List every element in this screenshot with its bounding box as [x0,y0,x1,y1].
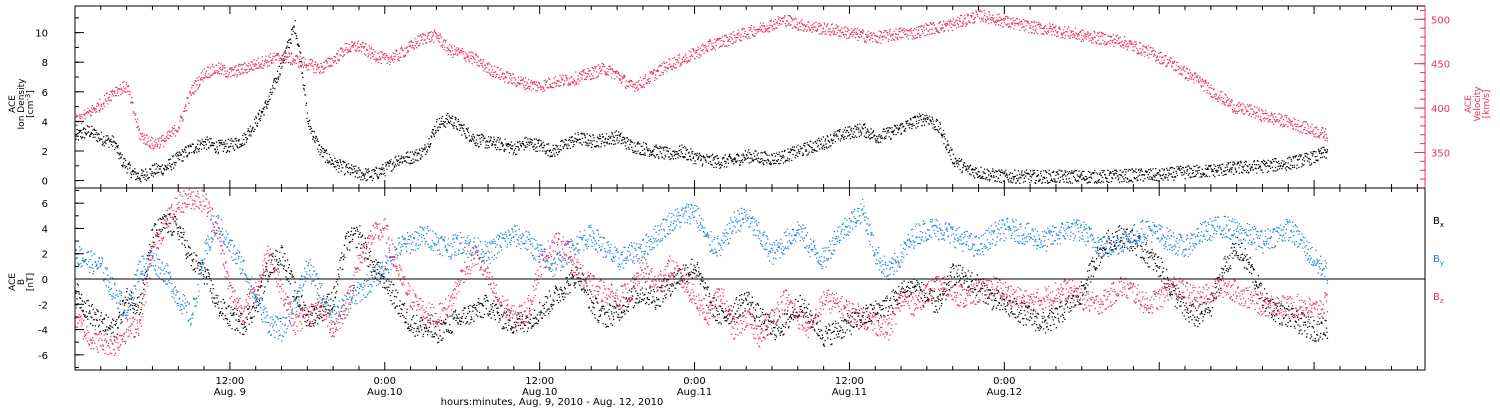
b-axis: -6 -4 -2 0 2 4 6 [38,190,84,368]
superscript: -3 [24,94,32,101]
y-tick-label: 10 [35,29,48,40]
x-tick-label-date: Aug.10 [367,387,402,398]
x-tick-label-time: 12:00 [215,376,244,387]
data-layer [75,9,1329,356]
y-tick-label: -6 [38,351,48,362]
b-legend: Bx By Bz [1433,216,1444,305]
velocity-axis: 350 400 450 500 [1414,6,1450,188]
x-tick-label-time: 0:00 [993,376,1015,387]
x-tick-label-date: Aug. 9 [214,387,246,398]
bx-series [75,213,1329,347]
x-tick-label-time: 0:00 [374,376,396,387]
x-tick-label-date: Aug.11 [677,387,712,398]
velocity-ylabel-line: [km/s] [1482,90,1492,119]
x-tick-label-time: 0:00 [683,376,705,387]
velocity-ylabel-line: Velocity [1473,86,1483,122]
bracket: ] [26,90,36,94]
x-tick-label-time: 12:00 [525,376,554,387]
y-right-tick-label: 500 [1431,15,1450,26]
bx-series-points [75,213,1329,347]
density-axis: 0 2 4 6 8 10 [35,17,84,188]
y-tick-label: 8 [42,58,48,69]
velocity-ylabel: ACE Velocity [km/s] [1464,86,1492,122]
b-ylabel-line: [nT] [26,273,36,291]
density-ylabel-line: ACE [8,95,18,113]
legend-subscript: x [1440,221,1444,229]
y-tick-label: 2 [42,147,48,158]
y-tick-label: 6 [42,88,48,99]
velocity-ylabel-line: ACE [1464,95,1474,113]
legend-bx: Bx [1433,216,1444,229]
y-tick-label: 2 [42,250,48,261]
y-tick-label: 4 [42,224,48,235]
legend-bz: Bz [1433,292,1444,305]
b-ylabel-line: B [17,279,27,285]
y-tick-label: 4 [42,117,48,128]
b-ylabel: ACE B [nT] [8,273,36,291]
legend-subscript: z [1440,297,1444,305]
b-ylabel-line: ACE [8,273,18,291]
y-tick-label: 0 [42,275,48,286]
y-tick-label: -2 [38,300,48,311]
y-right-tick-label: 400 [1431,104,1450,115]
legend-subscript: y [1440,259,1444,267]
x-tick-label-date: Aug.12 [987,387,1022,398]
y-right-tick-label: 350 [1431,148,1450,159]
density-ylabel-line: [cm-3] [24,90,36,118]
legend-by: By [1433,254,1444,267]
x-ticks [74,6,1418,370]
x-tick-label-time: 12:00 [835,376,864,387]
x-tick-label-date: Aug.11 [832,387,867,398]
y-tick-label: 6 [42,199,48,210]
x-tick-label-date: Aug.10 [522,387,557,398]
y-right-tick-label: 450 [1431,60,1450,71]
density-ylabel-line: Ion Density [17,78,27,130]
y-tick-label: 0 [42,177,48,188]
y-tick-label: -4 [38,326,48,337]
x-axis-label: hours:minutes, Aug. 9, 2010 - Aug. 12, 2… [441,397,664,408]
